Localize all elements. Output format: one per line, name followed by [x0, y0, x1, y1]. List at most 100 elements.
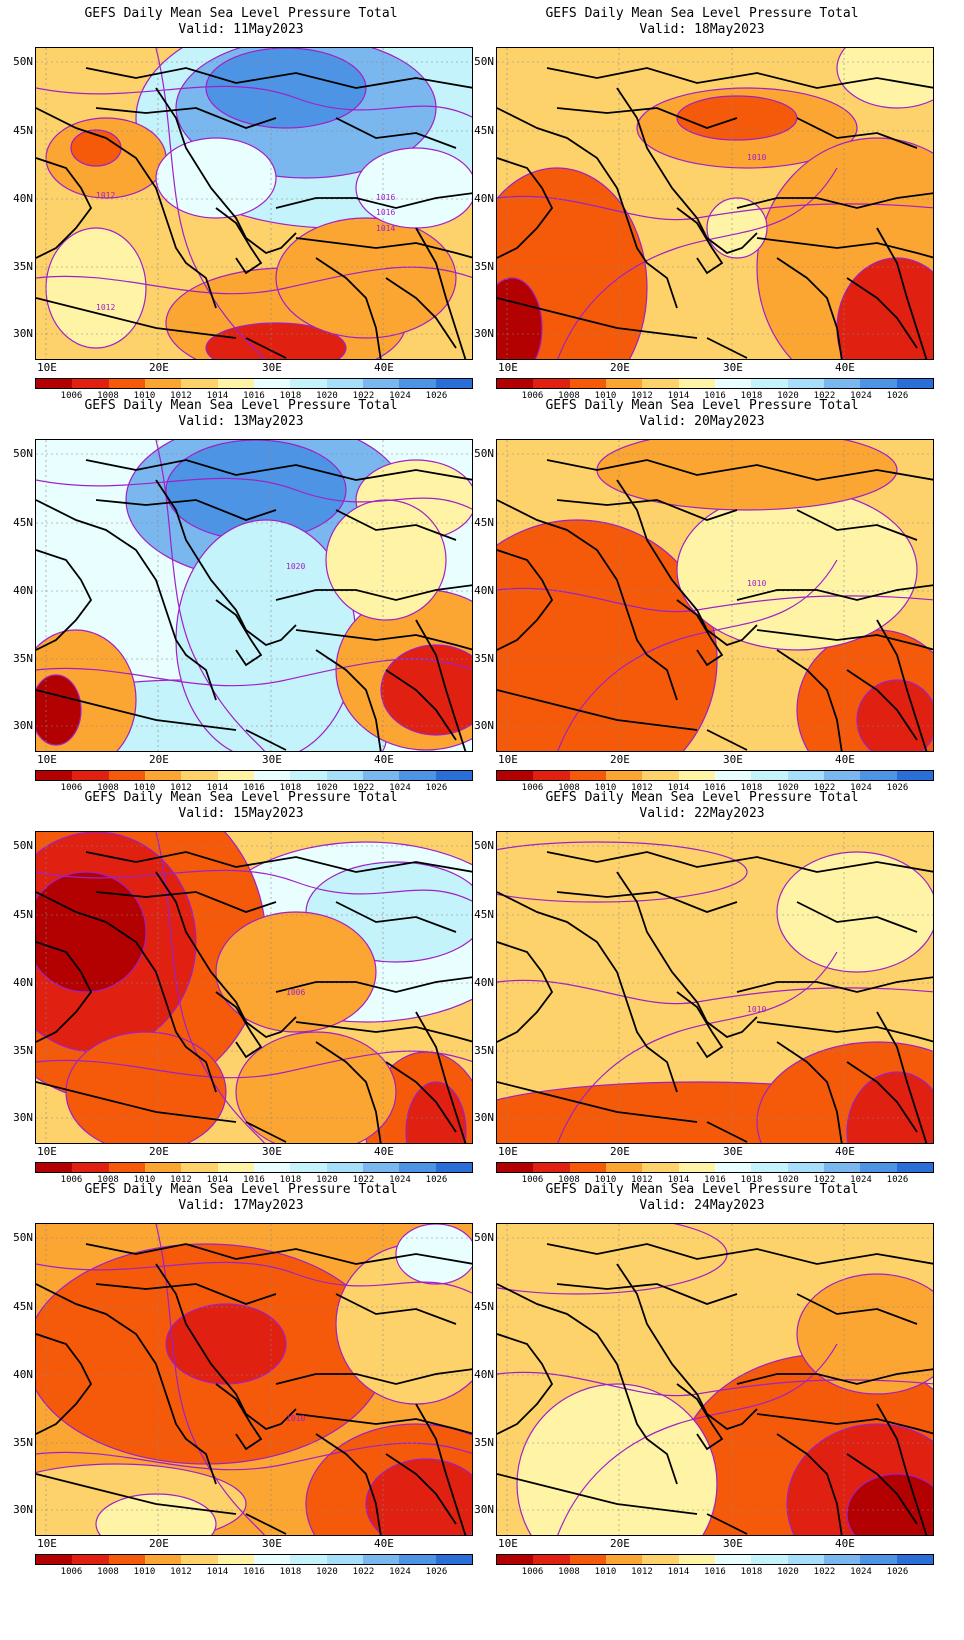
panel-title: GEFS Daily Mean Sea Level Pressure Total — [461, 790, 943, 806]
panel-title: GEFS Daily Mean Sea Level Pressure Total — [461, 1182, 943, 1198]
colorbar — [35, 770, 473, 781]
latitude-label: 35N — [474, 1045, 494, 1056]
latitude-label: 30N — [13, 328, 33, 339]
latitude-label: 45N — [13, 1301, 33, 1312]
longitude-label: 30E — [262, 754, 282, 765]
colorbar-swatch — [145, 771, 181, 780]
coastline-border — [707, 730, 747, 750]
colorbar-swatch — [679, 1555, 715, 1564]
pressure-region — [206, 48, 366, 128]
longitude-label: 30E — [723, 362, 743, 373]
pressure-region — [46, 228, 146, 348]
latitude-label: 50N — [474, 448, 494, 459]
colorbar-swatch — [497, 1555, 533, 1564]
latitude-label: 40N — [13, 977, 33, 988]
longitude-label: 40E — [835, 1538, 855, 1549]
colorbar-swatch — [363, 379, 399, 388]
longitude-label: 30E — [262, 1538, 282, 1549]
colorbar-swatch — [860, 1163, 896, 1172]
map-panel: GEFS Daily Mean Sea Level Pressure Total… — [461, 1176, 943, 1586]
pressure-region — [497, 842, 747, 902]
pressure-region — [66, 1032, 226, 1144]
panel-title: GEFS Daily Mean Sea Level Pressure Total — [461, 6, 943, 22]
latitude-label: 45N — [474, 909, 494, 920]
colorbar-swatch — [72, 1555, 108, 1564]
colorbar-swatch — [72, 771, 108, 780]
latitude-label: 30N — [474, 1112, 494, 1123]
contour-label: 1012 — [96, 303, 115, 312]
colorbar-swatch — [218, 1555, 254, 1564]
colorbar — [496, 1162, 934, 1173]
pressure-region — [497, 1224, 727, 1294]
panel-valid-date: Valid: 13May2023 — [0, 414, 482, 430]
panel-title: GEFS Daily Mean Sea Level Pressure Total — [0, 1182, 482, 1198]
colorbar-swatch — [533, 1555, 569, 1564]
latitude-label: 30N — [13, 1112, 33, 1123]
latitude-label: 45N — [13, 125, 33, 136]
pressure-field: 1010 — [497, 440, 934, 752]
pressure-map: 1020 — [35, 439, 473, 752]
longitude-label: 10E — [498, 754, 518, 765]
pressure-region — [777, 852, 934, 972]
colorbar-swatch — [145, 1555, 181, 1564]
colorbar-swatch — [399, 771, 435, 780]
colorbar — [35, 1162, 473, 1173]
colorbar-label: 1014 — [207, 1567, 229, 1577]
latitude-label: 40N — [13, 585, 33, 596]
longitude-label: 10E — [498, 1146, 518, 1157]
contour-label: 1010 — [747, 579, 766, 588]
pressure-map: 1010 — [496, 831, 934, 1144]
panel-valid-date: Valid: 15May2023 — [0, 806, 482, 822]
pressure-field: 1006 — [36, 832, 473, 1144]
colorbar-swatch — [788, 771, 824, 780]
colorbar-label: 1020 — [777, 1567, 799, 1577]
colorbar-label: 1010 — [134, 1567, 156, 1577]
colorbar-swatch — [72, 379, 108, 388]
colorbar-swatch — [897, 1163, 933, 1172]
longitude-label: 30E — [262, 362, 282, 373]
colorbar-label: 1024 — [389, 1567, 411, 1577]
colorbar-swatch — [751, 1555, 787, 1564]
longitude-label: 10E — [37, 754, 57, 765]
colorbar-swatch — [860, 771, 896, 780]
pressure-map — [496, 1223, 934, 1536]
colorbar-swatch — [533, 1163, 569, 1172]
colorbar-swatch — [860, 1555, 896, 1564]
colorbar-swatch — [109, 379, 145, 388]
pressure-map: 1010 — [35, 1223, 473, 1536]
coastline-border — [707, 338, 747, 358]
longitude-label: 30E — [723, 754, 743, 765]
colorbar-swatch — [363, 1555, 399, 1564]
pressure-region — [276, 218, 456, 338]
colorbar-swatch — [363, 1163, 399, 1172]
colorbar-swatch — [181, 379, 217, 388]
longitude-label: 20E — [610, 1538, 630, 1549]
colorbar-label: 1008 — [558, 1567, 580, 1577]
colorbar-swatch — [751, 1163, 787, 1172]
longitude-label: 30E — [723, 1538, 743, 1549]
colorbar-label: 1026 — [426, 1567, 448, 1577]
colorbar-swatch — [218, 771, 254, 780]
longitude-label: 10E — [37, 1146, 57, 1157]
colorbar-swatch — [824, 1555, 860, 1564]
colorbar-label: 1012 — [631, 1567, 653, 1577]
longitude-label: 20E — [610, 754, 630, 765]
latitude-label: 50N — [13, 56, 33, 67]
contour-label: 1012 — [96, 191, 115, 200]
panel-valid-date: Valid: 24May2023 — [461, 1198, 943, 1214]
colorbar-swatch — [36, 1555, 72, 1564]
pressure-field: 1020 — [36, 440, 473, 752]
colorbar-swatch — [715, 1555, 751, 1564]
panel-valid-date: Valid: 20May2023 — [461, 414, 943, 430]
latitude-label: 35N — [474, 261, 494, 272]
map-panel: GEFS Daily Mean Sea Level Pressure Total… — [0, 1176, 482, 1586]
colorbar-swatch — [897, 379, 933, 388]
contour-label: 1010 — [747, 153, 766, 162]
pressure-region — [236, 1032, 396, 1144]
map-panel: GEFS Daily Mean Sea Level Pressure Total… — [0, 784, 482, 1194]
latitude-label: 45N — [13, 517, 33, 528]
panel-valid-date: Valid: 18May2023 — [461, 22, 943, 38]
colorbar-swatch — [254, 1163, 290, 1172]
colorbar-swatch — [109, 1163, 145, 1172]
latitude-label: 30N — [474, 328, 494, 339]
